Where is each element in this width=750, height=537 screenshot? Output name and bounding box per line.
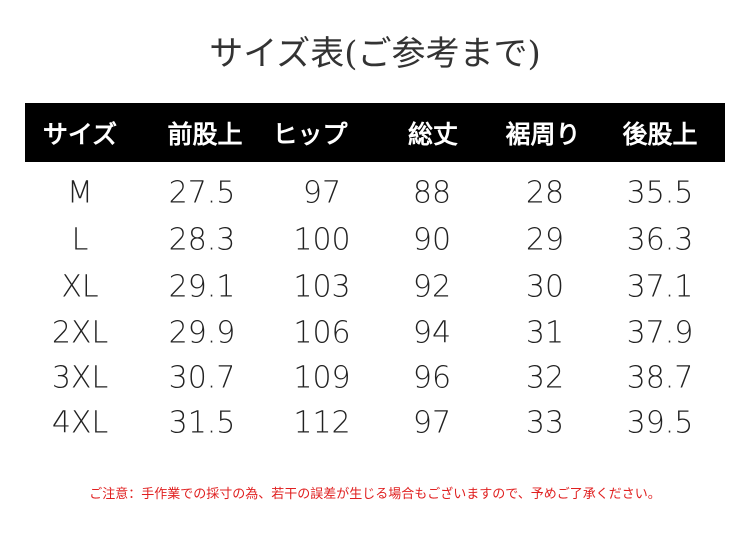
table-cell: 3XL <box>51 360 109 396</box>
table-cell: 94 <box>412 315 452 351</box>
table-cell: 30.7 <box>168 360 236 396</box>
header-cell: 裾周り <box>505 120 581 149</box>
table-cell: 29.9 <box>168 315 236 351</box>
table-cell: 112 <box>293 405 351 441</box>
table-cell: 35.5 <box>626 175 694 211</box>
table-cell: 30 <box>525 269 565 305</box>
table-cell: L <box>71 222 89 258</box>
table-cell: 103 <box>293 269 351 305</box>
table-cell: 29.1 <box>168 269 236 305</box>
header-cell: ヒップ <box>272 120 348 149</box>
header-cell: 総丈 <box>407 120 459 149</box>
table-cell: 109 <box>293 360 351 396</box>
table-cell: 28.3 <box>168 222 236 258</box>
table-cell: 90 <box>412 222 452 258</box>
table-cell: 36.3 <box>626 222 694 258</box>
title: サイズ表(ご参考まで) <box>209 34 541 74</box>
header-cell: 後股上 <box>622 120 698 149</box>
table-cell: 39.5 <box>626 405 694 441</box>
table-cell: 37.9 <box>626 315 694 351</box>
table-cell: M <box>67 175 93 211</box>
note: ご注意：手作業での採寸の為、若干の誤差が生じる場合もございますので、予めご了承く… <box>89 487 661 502</box>
table-cell: 33 <box>525 405 565 441</box>
table-cell: 106 <box>293 315 351 351</box>
table-cell: 29 <box>525 222 565 258</box>
table-cell: 2XL <box>51 315 109 351</box>
table-cell: 32 <box>525 360 565 396</box>
table-cell: 88 <box>412 175 452 211</box>
header-cell: 前股上 <box>167 120 243 149</box>
table-cell: 28 <box>525 175 565 211</box>
table-cell: 92 <box>412 269 452 305</box>
table-cell: XL <box>61 269 99 305</box>
table-cell: 37.1 <box>626 269 694 305</box>
table-cell: 31.5 <box>168 405 236 441</box>
header-cell: サイズ <box>42 120 118 149</box>
header-bar <box>25 103 725 162</box>
table-cell: 97 <box>302 175 342 211</box>
table-cell: 27.5 <box>168 175 236 211</box>
table-cell: 100 <box>293 222 351 258</box>
table-cell: 97 <box>412 405 452 441</box>
table-cell: 38.7 <box>626 360 694 396</box>
table-cell: 31 <box>525 315 565 351</box>
table-cell: 96 <box>412 360 452 396</box>
table-cell: 4XL <box>51 405 109 441</box>
